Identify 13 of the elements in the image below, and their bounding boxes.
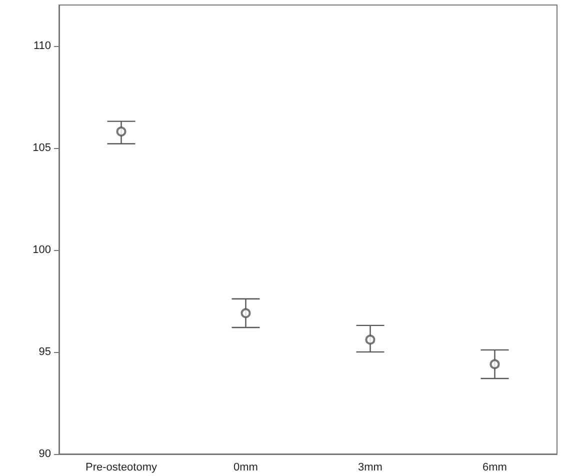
y-tick-label: 90: [38, 448, 51, 460]
y-tick-label: 105: [32, 142, 51, 154]
point: [365, 334, 376, 345]
x-tick-label: 0mm: [234, 462, 258, 474]
point: [240, 308, 251, 318]
y-tick-label: 95: [38, 346, 51, 358]
point: [116, 126, 126, 137]
x-tick-label: 3mm: [358, 462, 382, 474]
x-tick-label: 6mm: [482, 462, 507, 474]
y-tick-label: 110: [33, 40, 51, 52]
x-tick-label: Pre-osteotomy: [85, 462, 158, 474]
point: [490, 359, 500, 370]
y-tick-label: 100: [32, 244, 51, 256]
